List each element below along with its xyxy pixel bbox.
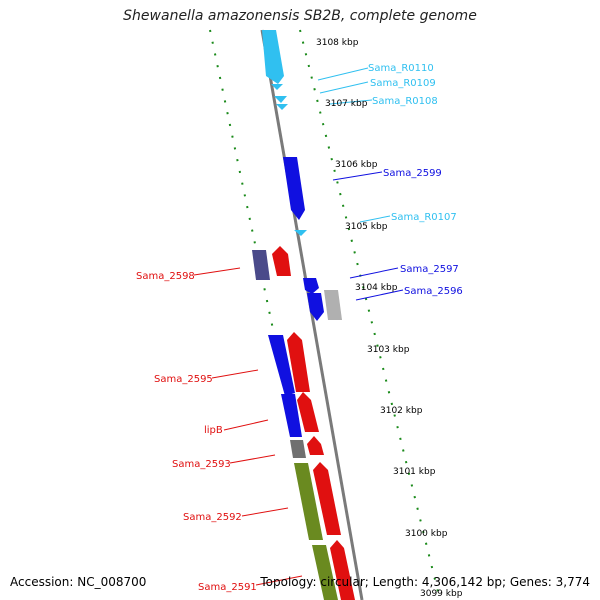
gene-red-2598 <box>272 246 291 276</box>
leader-Sama_2597 <box>349 267 399 279</box>
gene-label[interactable]: Sama_2596 <box>404 286 463 297</box>
tick-label: 3099 kbp <box>420 589 463 599</box>
leader-lipB <box>223 419 269 431</box>
leader-Sama_R0110 <box>317 67 369 81</box>
leader-Sama_2592 <box>241 507 289 517</box>
gene-label[interactable]: Sama_2591 <box>198 582 257 593</box>
tick-label: 3101 kbp <box>393 467 436 477</box>
gene-Sama_2599 <box>283 157 305 220</box>
leader-Sama_R0108 <box>329 99 373 105</box>
tick-label: 3100 kbp <box>405 529 448 539</box>
leader-Sama_2591 <box>255 575 303 586</box>
gene-Sama_R0108-b <box>276 104 288 110</box>
right-tick-track <box>299 29 441 600</box>
leader-Sama_R0107 <box>359 215 391 223</box>
gene-label[interactable]: Sama_2597 <box>400 264 459 275</box>
tick-label: 3106 kbp <box>335 160 378 170</box>
gene-label[interactable]: Sama_2598 <box>136 271 195 282</box>
tick-label: 3108 kbp <box>316 38 359 48</box>
gene-label[interactable]: Sama_R0110 <box>368 63 434 74</box>
gene-Sama_2595 <box>268 335 295 396</box>
gene-red-2593 <box>307 436 324 455</box>
tick-label: 3105 kbp <box>345 222 388 232</box>
gene-Sama_2596-grey <box>324 290 342 320</box>
leader-Sama_2596 <box>355 289 404 301</box>
tick-label: 3107 kbp <box>325 99 368 109</box>
topology-text: Topology: circular; Length: 4,306,142 bp… <box>260 575 590 589</box>
leader-Sama_2598 <box>193 267 241 276</box>
gene-label[interactable]: Sama_R0108 <box>372 96 438 107</box>
gene-label[interactable]: lipB <box>204 425 223 436</box>
gene-label[interactable]: Sama_2599 <box>383 168 442 179</box>
leader-Sama_2599 <box>332 171 383 181</box>
gene-red-lipB <box>297 392 319 432</box>
gene-Sama_2592 <box>294 463 323 540</box>
gene-Sama_R0109 <box>271 84 283 90</box>
leader-Sama_2593 <box>229 454 276 464</box>
tick-label: 3102 kbp <box>380 406 423 416</box>
gene-red-2591 <box>330 540 355 600</box>
gene-label[interactable]: Sama_2595 <box>154 374 213 385</box>
gene-Sama_R0110 <box>262 30 284 84</box>
gene-label[interactable]: Sama_R0107 <box>391 212 457 223</box>
tick-label: 3103 kbp <box>367 345 410 355</box>
gene-red-2592 <box>313 462 341 535</box>
gene-Sama_2598 <box>252 250 270 280</box>
gene-Sama_R0108-a <box>274 96 287 103</box>
gene-lipB-blue <box>281 394 302 437</box>
gene-Sama_2597 <box>303 278 319 294</box>
gene-Sama_R0107 <box>294 230 307 236</box>
leader-Sama_2595 <box>211 369 259 379</box>
leader-Sama_R0109 <box>319 81 369 94</box>
gene-red-2595 <box>287 332 310 392</box>
gene-label[interactable]: Sama_2593 <box>172 459 231 470</box>
left-tick-track <box>209 29 331 600</box>
gene-Sama_2591 <box>312 545 338 600</box>
gene-label[interactable]: Sama_2592 <box>183 512 242 523</box>
map-title: Shewanella amazonensis SB2B, complete ge… <box>123 8 477 24</box>
gene-label[interactable]: Sama_R0109 <box>370 78 436 89</box>
tick-label: 3104 kbp <box>355 283 398 293</box>
gene-Sama_2593 <box>290 440 306 458</box>
gene-Sama_2596-blue <box>307 293 324 321</box>
accession-text: Accession: NC_008700 <box>10 575 147 589</box>
genome-backbone <box>260 29 364 600</box>
